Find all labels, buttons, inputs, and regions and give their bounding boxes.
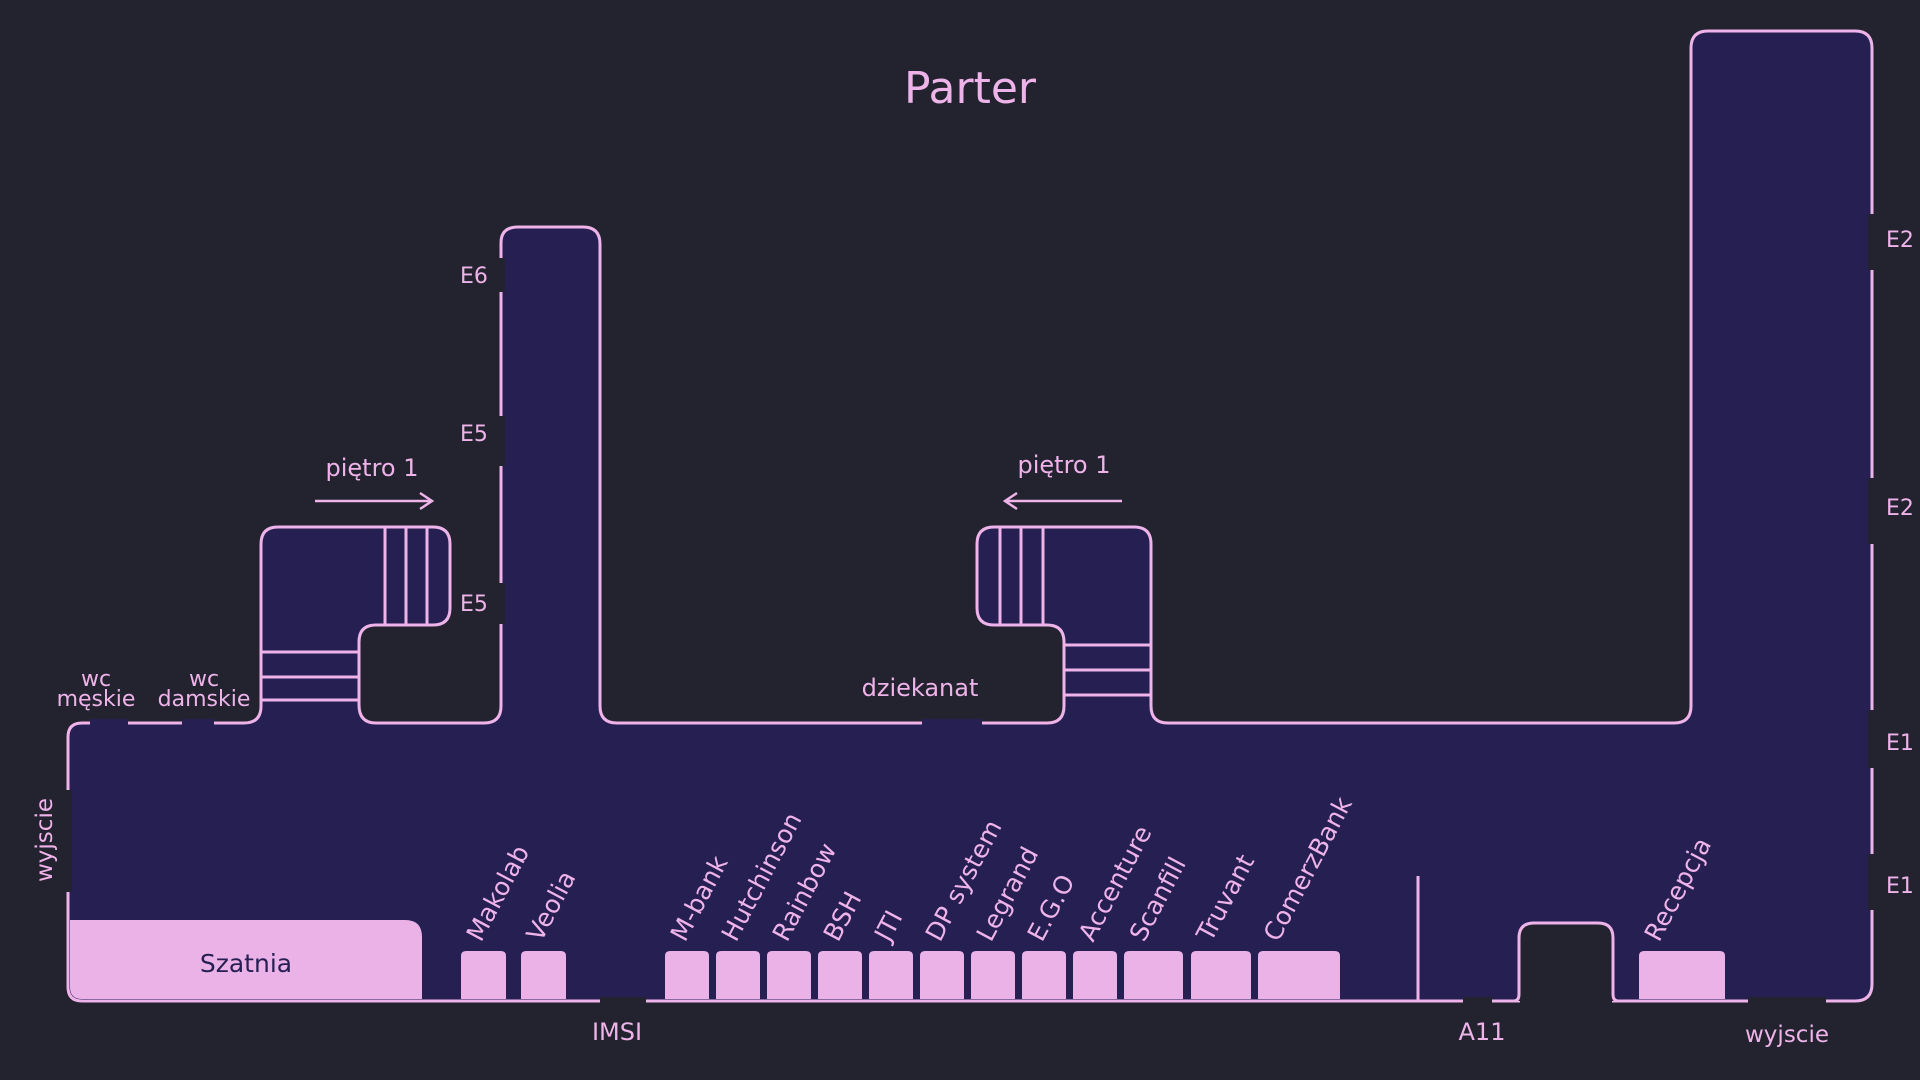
booth-jti [869, 951, 913, 999]
right-arrow-icon [315, 491, 435, 511]
booth-hutchinson [716, 951, 760, 999]
a11-label: A11 [1459, 1018, 1506, 1046]
booth-dp-system [920, 951, 964, 999]
a11-alcove [1513, 921, 1619, 1003]
stairs-right-label: piętro 1 [1018, 451, 1111, 479]
wc-women-label-line2: damskie [158, 687, 251, 712]
exit-left-label: wyjscie [32, 798, 58, 882]
door-e6-label: E6 [460, 264, 488, 289]
door-e5-upper-label: E5 [460, 422, 488, 447]
booth-m-bank [665, 951, 709, 999]
imsi-label: IMSI [592, 1018, 642, 1046]
door-e5-lower-label: E5 [460, 592, 488, 617]
door-e1-upper-label: E1 [1886, 731, 1914, 756]
booth-e-g-o [1022, 951, 1066, 999]
door-gaps [64, 214, 1876, 1005]
cloakroom [70, 920, 422, 999]
booth-comerzbank [1258, 951, 1340, 999]
cloakroom-label: Szatnia [200, 949, 292, 978]
wc-men-label-line2: męskie [57, 687, 136, 712]
booth-makolab [461, 951, 506, 999]
door-e2-lower-label: E2 [1886, 496, 1914, 521]
floor-area [66, 29, 1874, 1003]
booth-legrand [971, 951, 1015, 999]
booth-truvant [1191, 951, 1251, 999]
wc-men-label-line1: wc [81, 667, 111, 692]
page-title: Parter [904, 63, 1037, 114]
door-e2-upper-label: E2 [1886, 228, 1914, 253]
stairs-left-label: piętro 1 [326, 454, 419, 482]
booth-accenture [1073, 951, 1117, 999]
door-e1-lower-label: E1 [1886, 874, 1914, 899]
booth-bsh [818, 951, 862, 999]
booth-recepcja [1639, 951, 1725, 999]
booth-rainbow [767, 951, 811, 999]
exit-bottom-right-label: wyjscie [1745, 1022, 1829, 1048]
left-arrow-icon [1002, 491, 1122, 511]
booth-scanfill [1124, 951, 1183, 999]
wc-women-label-line1: wc [189, 667, 219, 692]
stairs-right-steps [998, 527, 1151, 697]
dean-office-label: dziekanat [862, 674, 979, 702]
stairs-left-steps [261, 527, 429, 702]
booth-veolia [521, 951, 566, 999]
